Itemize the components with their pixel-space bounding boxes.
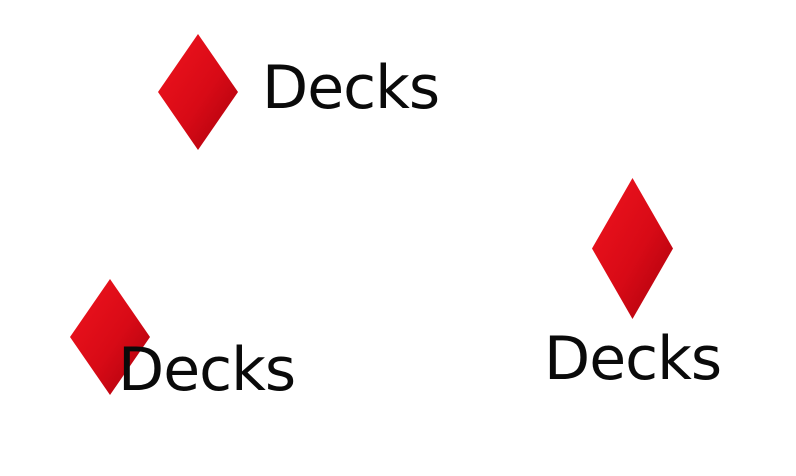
diamond-suit-icon xyxy=(592,178,673,319)
diamond-suit-icon xyxy=(158,34,238,150)
diamond-suit-icon xyxy=(70,279,150,395)
logo-wordmark: Decks xyxy=(544,324,722,394)
logo-wordmark: Decks xyxy=(118,335,296,405)
logo-wordmark: Decks xyxy=(262,53,440,123)
